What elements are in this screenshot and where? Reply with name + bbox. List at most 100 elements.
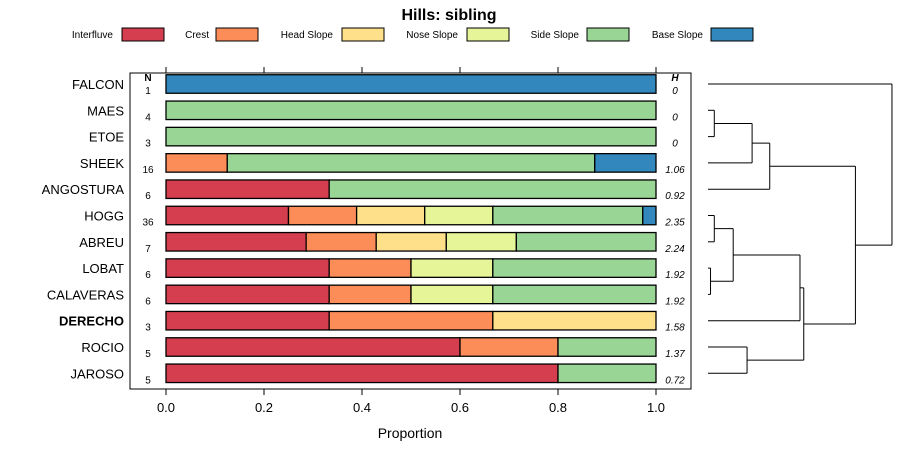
bar-segment-sheek-side-slope: [226, 152, 596, 173]
bar-segment-falcon-base-slope: [165, 74, 657, 94]
h-value: 2.35: [664, 218, 685, 229]
legend-swatch-interfluve: [121, 27, 165, 42]
n-value: 5: [145, 349, 151, 360]
bars: [165, 74, 657, 384]
x-tick-label: 0.6: [451, 400, 469, 415]
category-labels: FALCON MAES ETOE SHEEK ANGOSTURA HOGG ABREU LOB…: [42, 77, 125, 381]
bar-segment-maes-side-slope: [165, 100, 657, 121]
legend-swatch-base-slope: [710, 27, 754, 42]
category-label-jaroso: JAROSO: [71, 366, 124, 381]
axes: 0.0 0.2 0.4 0.6 0.8 1.0: [129, 67, 692, 415]
h-value: 2.24: [664, 244, 685, 255]
category-label-etoe: ETOE: [89, 130, 124, 145]
n-value: 36: [142, 218, 154, 229]
bar-segment-calaveras-nose-slope: [410, 284, 494, 305]
bar-segment-abreu-side-slope: [515, 231, 657, 252]
n-value: 6: [145, 270, 151, 281]
bar-segment-abreu-crest: [305, 231, 377, 252]
bar-segment-lobat-crest: [328, 258, 412, 279]
h-value: 1.58: [665, 323, 685, 334]
dendrogram: [708, 83, 893, 374]
category-label-sheek: SHEEK: [80, 156, 124, 171]
bar-segment-hogg-side-slope: [492, 205, 644, 226]
bar-segment-hogg-head-slope: [355, 205, 426, 226]
legend-label: Head Slope: [281, 30, 334, 41]
n-value: 6: [145, 191, 151, 202]
x-tick-label: 1.0: [647, 400, 665, 415]
legend: Interfluve Crest Head Slope Nose Slope Side …: [72, 27, 754, 42]
category-label-calaveras: CALAVERAS: [47, 287, 124, 302]
h-value: 1.06: [665, 165, 685, 176]
n-value: 3: [145, 139, 151, 150]
bar-segment-derecho-interfluve: [165, 310, 330, 331]
x-tick-label: 0.8: [549, 400, 567, 415]
bar-segment-lobat-nose-slope: [410, 258, 494, 279]
bar-segment-calaveras-side-slope: [492, 284, 657, 305]
bar-segment-jaroso-side-slope: [557, 363, 657, 384]
category-label-derecho: DERECHO: [59, 314, 124, 329]
bar-segment-angostura-side-slope: [328, 179, 657, 200]
n-column: N 1 4 3 16 6 36 7 6 6 3 5 5: [142, 73, 154, 386]
bar-segment-angostura-interfluve: [165, 179, 330, 200]
h-header: H: [671, 73, 679, 84]
category-label-rocio: ROCIO: [81, 340, 124, 355]
category-label-hogg: HOGG: [84, 209, 124, 224]
bar-segment-calaveras-crest: [328, 284, 412, 305]
bar-segment-hogg-crest: [287, 205, 358, 226]
h-value: 1.37: [665, 349, 685, 360]
legend-label: Crest: [185, 30, 209, 41]
n-value: 16: [142, 165, 154, 176]
bar-segment-abreu-nose-slope: [445, 231, 517, 252]
n-value: 6: [145, 296, 151, 307]
bar-segment-derecho-crest: [328, 310, 494, 331]
h-value: 1.92: [665, 270, 685, 281]
bar-segment-hogg-nose-slope: [424, 205, 494, 226]
h-column: H 0 0 0 1.06 0.92 2.35 2.24 1.92 1.92 1.58 1.37 0.72: [664, 73, 685, 386]
bar-segment-lobat-side-slope: [492, 258, 657, 279]
bar-segment-abreu-interfluve: [165, 231, 307, 252]
bar-segment-jaroso-interfluve: [165, 363, 559, 384]
n-value: 3: [145, 323, 151, 334]
n-value: 5: [145, 375, 151, 386]
bar-segment-rocio-crest: [459, 337, 559, 357]
h-value: 1.92: [665, 296, 685, 307]
h-value: 0: [672, 139, 678, 150]
bar-segment-hogg-interfluve: [165, 205, 290, 226]
legend-label: Base Slope: [652, 30, 704, 41]
bar-segment-rocio-side-slope: [557, 337, 657, 357]
bar-segment-lobat-interfluve: [165, 258, 330, 279]
chart-title: Hills: sibling: [401, 7, 496, 24]
category-label-maes: MAES: [87, 103, 124, 118]
legend-swatch-crest: [215, 27, 259, 42]
bar-segment-etoe-side-slope: [165, 126, 657, 147]
n-value: 7: [145, 244, 151, 255]
category-label-angostura: ANGOSTURA: [42, 182, 125, 197]
legend-label: Side Slope: [531, 30, 580, 41]
legend-swatch-side-slope: [586, 27, 630, 42]
h-value: 0.92: [665, 191, 685, 202]
bar-segment-sheek-crest: [165, 152, 228, 173]
n-header: N: [144, 73, 151, 84]
bar-segment-derecho-head-slope: [492, 310, 657, 331]
legend-label: Nose Slope: [406, 30, 458, 41]
h-value: 0: [672, 112, 678, 123]
h-value: 0: [672, 86, 678, 97]
n-value: 1: [145, 86, 151, 97]
bar-segment-hogg-base-slope: [642, 205, 657, 226]
h-value: 0.72: [665, 375, 685, 386]
category-label-lobat: LOBAT: [82, 261, 124, 276]
x-tick-label: 0.0: [157, 400, 175, 415]
category-label-falcon: FALCON: [72, 77, 124, 92]
n-value: 4: [145, 112, 151, 123]
legend-label: Interfluve: [72, 30, 114, 41]
plot-panel: [129, 72, 692, 390]
category-label-abreu: ABREU: [79, 235, 124, 250]
legend-swatch-head-slope: [341, 27, 385, 42]
bar-segment-calaveras-interfluve: [165, 284, 330, 305]
x-tick-label: 0.4: [353, 400, 371, 415]
bar-segment-sheek-base-slope: [594, 152, 657, 173]
bar-segment-rocio-interfluve: [165, 337, 461, 357]
x-axis-label: Proportion: [378, 425, 443, 441]
bar-segment-abreu-head-slope: [375, 231, 447, 252]
